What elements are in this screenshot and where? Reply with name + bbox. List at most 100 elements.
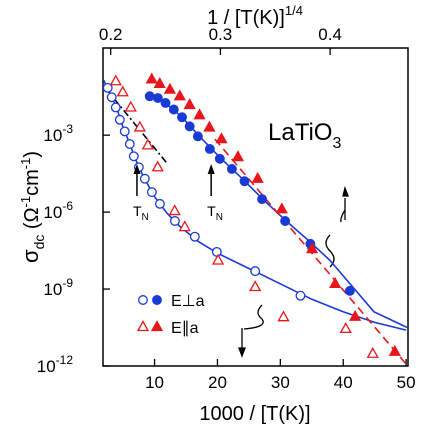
tn-label-sub: N [142, 212, 149, 223]
point [250, 266, 261, 277]
annotation-sub: 3 [332, 135, 341, 152]
point [152, 93, 163, 103]
fit-line [102, 79, 407, 331]
point [249, 280, 262, 292]
point [215, 132, 228, 144]
legend-marker [150, 320, 164, 332]
point [226, 164, 237, 174]
point [163, 82, 177, 94]
legend-marker [152, 295, 162, 305]
tn-arrow-head [207, 164, 215, 174]
y-label-part: dc [31, 235, 47, 250]
curly-arrow [241, 304, 264, 350]
annotation-main: LaTiO [268, 119, 332, 146]
point [154, 198, 165, 209]
y-tick-label: 10-9 [43, 276, 73, 299]
x-tick-label: 20 [208, 373, 227, 392]
curly-arrow [325, 198, 346, 268]
legend-marker [138, 295, 148, 305]
point [173, 89, 186, 101]
y-tick-label: 10-12 [37, 353, 74, 376]
point [168, 204, 181, 216]
point [153, 77, 166, 89]
y-label-part: -1 [18, 158, 33, 170]
x2-axis-label: 1 / [T(K)]1/4 [207, 3, 303, 29]
point [169, 216, 180, 226]
y-tick-base: 10 [43, 280, 62, 299]
legend-label: E⊥a [171, 293, 205, 310]
x-tick-label: 30 [271, 373, 290, 392]
point [145, 72, 158, 84]
tn-label-sub: N [216, 212, 223, 223]
x-axis-label: 1000 / [T(K)] [199, 403, 310, 425]
point [366, 346, 379, 358]
point [151, 160, 164, 172]
arrow-head [238, 347, 246, 358]
tn-arrow-head [133, 164, 141, 174]
point [329, 276, 342, 288]
y-label-part: ) [21, 151, 43, 158]
point [124, 100, 137, 112]
point [295, 290, 306, 301]
point [177, 112, 187, 123]
point [204, 143, 215, 154]
x-tick-label: 40 [334, 373, 353, 392]
point [119, 126, 130, 137]
tn-label-main: T [207, 203, 216, 219]
x2-label-main: 1 / [T(K)] [207, 7, 285, 29]
point [344, 285, 355, 296]
point [280, 216, 291, 226]
x2-tick-label: 0.4 [318, 25, 342, 44]
x-tick-label: 50 [397, 373, 416, 392]
point [203, 120, 216, 132]
point [184, 121, 195, 132]
point [349, 309, 362, 321]
point [110, 102, 121, 113]
point [193, 108, 206, 120]
point [102, 82, 113, 93]
point [239, 176, 250, 187]
y-tick-exponent: -6 [62, 199, 73, 213]
point [388, 344, 401, 356]
y-tick-base: 10 [43, 203, 62, 222]
point [214, 153, 225, 164]
point [116, 85, 129, 97]
point [106, 92, 117, 103]
point [183, 98, 196, 110]
legend-label: E∥a [171, 320, 199, 337]
point [178, 220, 191, 232]
tn-label-main: T [133, 203, 142, 219]
point [144, 91, 155, 102]
y-tick-exponent: -9 [62, 276, 73, 290]
x-tick-label: 10 [145, 373, 164, 392]
annotation: LaTiO3 [268, 119, 341, 152]
point [277, 310, 290, 322]
tn-label: TN [133, 203, 149, 223]
point [124, 139, 135, 150]
x2-tick-label: 0.3 [209, 25, 233, 44]
point [133, 120, 146, 132]
point [160, 98, 171, 108]
point [146, 187, 157, 198]
y-tick-label: 10-6 [43, 199, 73, 222]
y-label-part: σ [18, 249, 43, 263]
tn-label: TN [207, 203, 223, 223]
legend-marker [136, 320, 150, 332]
y-axis-label: σdc (Ω-1cm-1) [18, 151, 47, 263]
point [257, 194, 268, 205]
point [168, 104, 179, 115]
point [109, 74, 122, 86]
y-tick-base: 10 [43, 126, 62, 145]
y-label-part: cm [21, 169, 43, 196]
arrow-head [342, 185, 349, 197]
point [192, 131, 203, 142]
point [189, 231, 200, 242]
x2-label-exponent: 1/4 [285, 3, 303, 18]
point [275, 202, 288, 214]
y-tick-exponent: -3 [62, 122, 73, 136]
point [128, 151, 139, 162]
point [306, 242, 319, 254]
plot-frame [102, 47, 409, 367]
point [211, 246, 222, 257]
point [339, 322, 352, 334]
